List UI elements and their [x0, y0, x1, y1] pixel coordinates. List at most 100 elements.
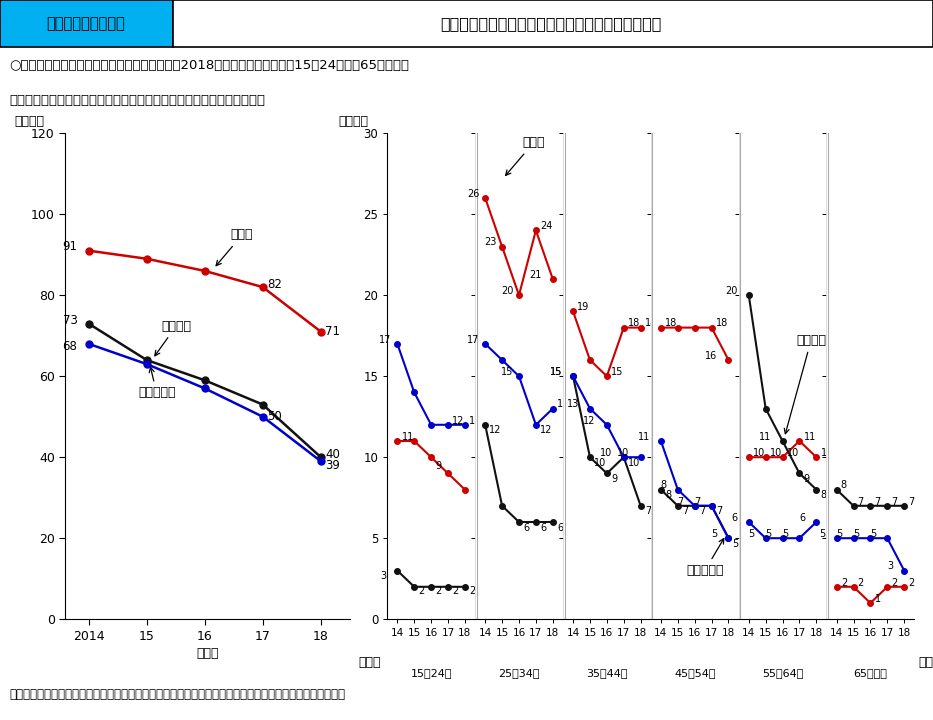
Text: 12: 12 [540, 426, 552, 436]
Text: 13: 13 [557, 400, 569, 410]
Text: 12: 12 [583, 415, 596, 426]
Text: 20: 20 [501, 286, 513, 296]
Text: 15: 15 [550, 367, 562, 377]
Text: 10: 10 [770, 448, 782, 458]
Text: 2: 2 [891, 577, 898, 588]
Text: 13: 13 [566, 400, 578, 410]
Text: 8: 8 [841, 480, 847, 490]
Text: 21: 21 [529, 270, 542, 280]
Text: 15: 15 [550, 367, 562, 377]
Text: 18: 18 [628, 318, 640, 328]
Text: 7: 7 [682, 506, 689, 516]
Text: 年齢階級別・求職理由別にみた完全失業者数の推移: 年齢階級別・求職理由別にみた完全失業者数の推移 [439, 16, 661, 31]
Text: （万人）: （万人） [14, 115, 44, 128]
Text: 45～54歳: 45～54歳 [674, 668, 716, 678]
Text: では横ばいとなったが、その他の年齢階級ではいずれも減少した。: では横ばいとなったが、その他の年齢階級ではいずれも減少した。 [9, 94, 265, 107]
Text: 8: 8 [665, 490, 671, 500]
Text: 15: 15 [611, 367, 623, 377]
Text: 10: 10 [753, 448, 765, 458]
Text: 11: 11 [637, 432, 649, 442]
Text: 10: 10 [820, 448, 833, 458]
Text: 2: 2 [436, 586, 441, 596]
Text: ○　非自発的な理由による完全失業者数に関す2018年の動向をみると、「15～24歳」「65歳以上」: ○ 非自発的な理由による完全失業者数に関す2018年の動向をみると、「15～24… [9, 58, 410, 71]
Text: 7: 7 [677, 497, 684, 507]
Text: 18: 18 [665, 318, 677, 328]
Text: 7: 7 [694, 497, 701, 507]
Text: 6: 6 [557, 523, 563, 533]
Text: 7: 7 [699, 506, 705, 516]
Text: 5: 5 [732, 539, 739, 549]
Text: （年）: （年） [358, 656, 381, 669]
Text: 6: 6 [799, 513, 805, 523]
Text: 資料出所　総務省統計局「労働力調査（基本集計）」をもとに厚生労働省政策統括官付政策統括室にて作成: 資料出所 総務省統計局「労働力調査（基本集計）」をもとに厚生労働省政策統括官付政… [9, 688, 345, 701]
Text: 2: 2 [453, 586, 458, 596]
Text: 3: 3 [887, 562, 893, 572]
Text: 自発的: 自発的 [506, 136, 545, 176]
Text: 68: 68 [63, 340, 77, 353]
Text: 8: 8 [820, 490, 827, 500]
Text: 8: 8 [661, 480, 667, 490]
Bar [173, 0, 933, 47]
Text: 9: 9 [435, 462, 441, 472]
Text: 6: 6 [731, 513, 738, 523]
Text: 23: 23 [484, 238, 496, 248]
Text: 11: 11 [759, 432, 772, 442]
Text: 16: 16 [705, 351, 717, 361]
Text: 71: 71 [325, 325, 340, 338]
Text: 35～44歳: 35～44歳 [586, 668, 628, 678]
Text: 5: 5 [711, 529, 717, 539]
Text: 10: 10 [600, 448, 613, 458]
Text: （年）: （年） [919, 656, 933, 669]
Text: 15～24歳: 15～24歳 [411, 668, 452, 678]
Text: 25～34歳: 25～34歳 [498, 668, 539, 678]
Text: 5: 5 [870, 529, 876, 539]
Text: 26: 26 [467, 189, 480, 199]
Text: 5: 5 [782, 529, 788, 539]
Text: 65歳以上: 65歳以上 [854, 668, 887, 678]
Text: 17: 17 [467, 335, 480, 345]
Text: 15: 15 [501, 367, 513, 377]
Text: 2: 2 [841, 577, 847, 588]
Text: 18: 18 [716, 318, 728, 328]
Text: 7: 7 [891, 497, 898, 507]
Text: 19: 19 [578, 302, 590, 312]
Text: 5: 5 [853, 529, 859, 539]
Text: 10: 10 [628, 458, 640, 468]
Text: 2: 2 [418, 586, 425, 596]
Text: 7: 7 [645, 506, 651, 516]
Text: 7: 7 [909, 497, 914, 507]
Bar [0, 0, 173, 47]
Text: 10: 10 [594, 458, 606, 468]
Text: 7: 7 [716, 506, 722, 516]
Text: 非自発的: 非自発的 [785, 334, 826, 433]
Text: 40: 40 [325, 448, 340, 461]
Text: 9: 9 [803, 474, 810, 484]
Text: 9: 9 [611, 474, 617, 484]
Text: 5: 5 [836, 529, 842, 539]
Text: 12: 12 [453, 415, 465, 426]
Text: 自発的: 自発的 [216, 228, 254, 266]
Text: 2: 2 [857, 577, 864, 588]
Text: 2: 2 [909, 577, 914, 588]
Text: 3: 3 [380, 571, 386, 581]
Text: 6: 6 [540, 523, 546, 533]
Text: 12: 12 [469, 415, 481, 426]
Text: 10: 10 [787, 448, 799, 458]
Text: 91: 91 [63, 240, 77, 253]
Text: 5: 5 [748, 529, 755, 539]
Text: 新たに求職: 新たに求職 [138, 367, 175, 400]
Text: 73: 73 [63, 314, 77, 328]
Text: 11: 11 [401, 432, 413, 442]
Text: 10: 10 [618, 448, 630, 458]
Text: 20: 20 [725, 286, 738, 296]
Text: 17: 17 [380, 335, 392, 345]
Text: 50: 50 [267, 410, 282, 423]
Text: 55～64歳: 55～64歳 [762, 668, 803, 678]
Text: 1: 1 [874, 594, 881, 604]
Text: 非自発的: 非自発的 [155, 320, 191, 356]
Text: 6: 6 [523, 523, 529, 533]
Text: 24: 24 [540, 221, 552, 231]
Text: 18: 18 [645, 318, 657, 328]
Text: 7: 7 [874, 497, 881, 507]
Text: 5: 5 [819, 529, 826, 539]
